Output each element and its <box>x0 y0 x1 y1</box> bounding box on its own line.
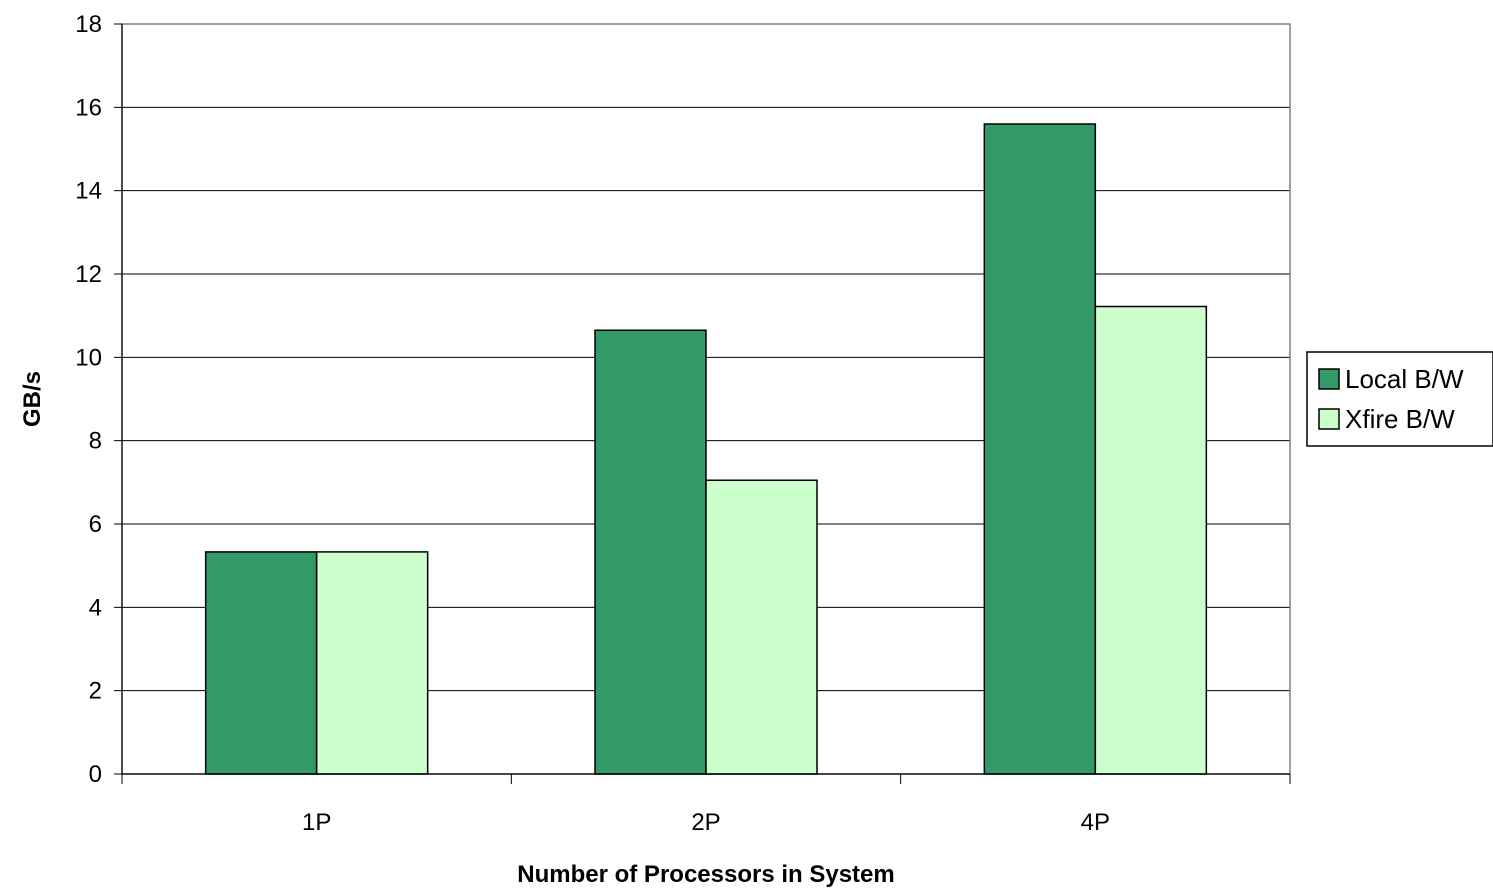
x-tick-label: 1P <box>302 809 331 836</box>
x-axis-title: Number of Processors in System <box>517 861 894 888</box>
y-tick-label: 14 <box>75 178 102 205</box>
bar-xfire-b-w-1p <box>315 551 429 775</box>
legend-swatch <box>1318 408 1340 430</box>
legend-swatch <box>1318 368 1340 390</box>
y-tick-label: 0 <box>89 761 102 788</box>
y-tick-label: 6 <box>89 511 102 538</box>
y-tick-label: 12 <box>75 261 102 288</box>
legend-label: Xfire B/W <box>1345 404 1455 434</box>
axes <box>114 23 1291 784</box>
bar-local-b-w-4p <box>983 123 1097 775</box>
bars <box>204 123 1208 775</box>
y-tick-label: 8 <box>89 428 102 455</box>
x-tick-labels: 1P 2P 4P <box>302 809 1110 836</box>
y-tick-labels: 0 2 4 6 8 10 12 14 16 18 <box>75 11 102 788</box>
y-axis-title: GB/s <box>19 371 46 427</box>
legend-label: Local B/W <box>1345 364 1464 394</box>
bar-local-b-w-2p <box>594 329 707 775</box>
bar-local-b-w-1p <box>204 551 318 775</box>
y-tick-label: 10 <box>75 344 102 371</box>
legend: Local B/W Xfire B/W <box>1306 351 1493 447</box>
bar-xfire-b-w-2p <box>705 479 818 775</box>
x-tick-label: 4P <box>1081 809 1110 836</box>
bar-xfire-b-w-4p <box>1094 305 1208 775</box>
x-tick-label: 2P <box>691 809 720 836</box>
y-tick-label: 16 <box>75 94 102 121</box>
y-tick-label: 18 <box>75 11 102 38</box>
y-tick-label: 4 <box>89 594 102 621</box>
legend-box <box>1306 351 1493 447</box>
y-tick-label: 2 <box>89 678 102 705</box>
